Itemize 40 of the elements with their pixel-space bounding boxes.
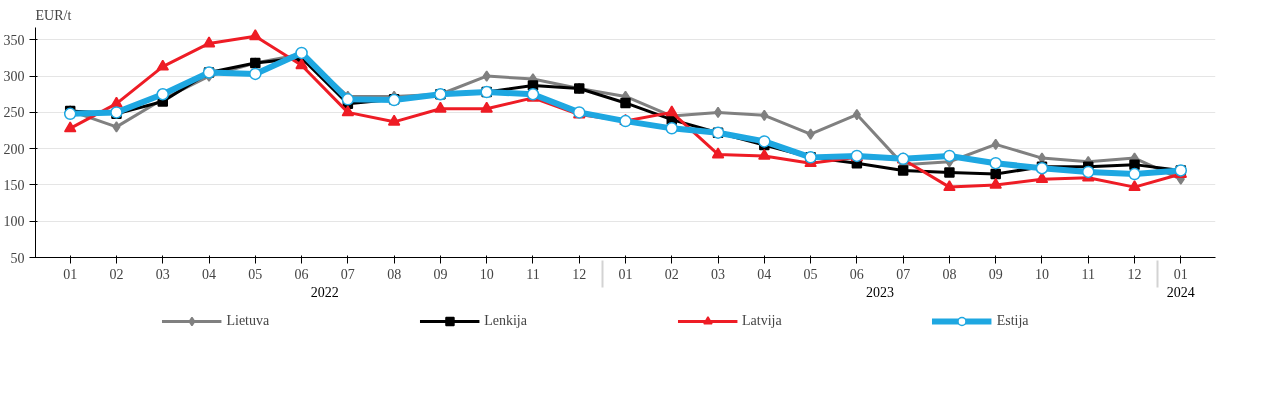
x-tick-label: 08 — [387, 266, 402, 282]
x-tick-label: 02 — [664, 266, 679, 282]
x-tick-label: 05 — [803, 266, 818, 282]
x-tick-label: 12 — [1127, 266, 1142, 282]
y-tick-label: 200 — [3, 141, 25, 157]
x-tick-label: 11 — [526, 266, 540, 282]
x-tick-label: 09 — [433, 266, 448, 282]
legend-label: Lietuva — [226, 313, 270, 329]
y-tick-label: 50 — [10, 250, 25, 266]
x-tick-label: 10 — [479, 266, 494, 282]
x-tick-label: 06 — [294, 266, 309, 282]
x-tick-label: 01 — [1173, 266, 1188, 282]
y-tick-label: 150 — [3, 177, 25, 193]
x-tick-label: 05 — [248, 266, 263, 282]
x-tick-label: 01 — [618, 266, 633, 282]
x-tick-label: 07 — [340, 266, 355, 282]
text: 2023 — [866, 284, 895, 300]
y-tick-label: 250 — [3, 105, 25, 121]
legend-label: Latvija — [741, 313, 782, 329]
x-tick-label: 12 — [572, 266, 587, 282]
legend-label: Lenkija — [484, 313, 527, 329]
x-tick-label: 10 — [1034, 266, 1049, 282]
y-tick-label: 100 — [3, 214, 25, 230]
text: 2022 — [310, 284, 339, 300]
x-tick-label: 09 — [988, 266, 1003, 282]
x-tick-label: 03 — [155, 266, 170, 282]
x-tick-label: 06 — [849, 266, 864, 282]
y-tick-label: 300 — [3, 69, 25, 85]
x-tick-label: 03 — [711, 266, 726, 282]
x-tick-label: 11 — [1081, 266, 1095, 282]
x-tick-label: 04 — [757, 266, 772, 282]
y-axis-title: EUR/t — [35, 7, 72, 23]
x-tick-label: 02 — [109, 266, 124, 282]
x-tick-label: 08 — [942, 266, 957, 282]
y-tick-label: 350 — [3, 32, 25, 48]
x-tick-label: 04 — [202, 266, 217, 282]
x-tick-label: 07 — [896, 266, 911, 282]
legend-label: Estija — [996, 313, 1029, 329]
x-tick-label: 01 — [63, 266, 78, 282]
text: 2024 — [1166, 284, 1195, 300]
